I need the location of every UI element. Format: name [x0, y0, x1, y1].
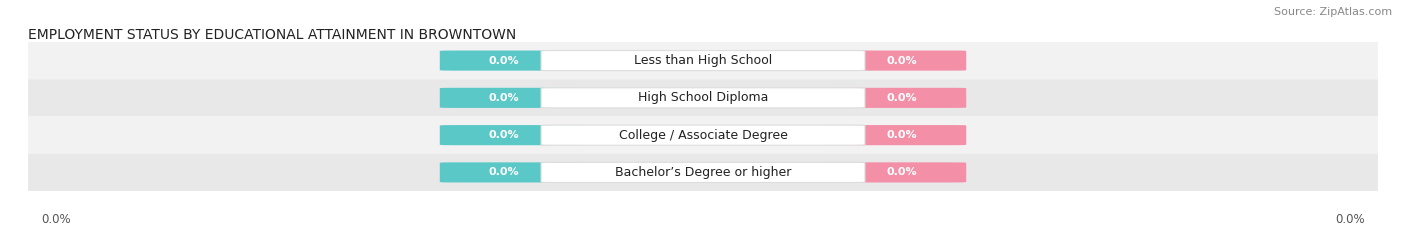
Text: EMPLOYMENT STATUS BY EDUCATIONAL ATTAINMENT IN BROWNTOWN: EMPLOYMENT STATUS BY EDUCATIONAL ATTAINM…: [28, 28, 516, 42]
Text: 0.0%: 0.0%: [489, 56, 519, 65]
FancyBboxPatch shape: [440, 51, 582, 71]
Text: Less than High School: Less than High School: [634, 54, 772, 67]
FancyBboxPatch shape: [440, 125, 582, 145]
Text: 0.0%: 0.0%: [887, 56, 917, 65]
Text: 0.0%: 0.0%: [887, 93, 917, 103]
FancyBboxPatch shape: [541, 125, 865, 145]
Text: 0.0%: 0.0%: [42, 213, 72, 226]
Text: 0.0%: 0.0%: [489, 130, 519, 140]
Text: 0.0%: 0.0%: [489, 168, 519, 177]
FancyBboxPatch shape: [541, 88, 865, 108]
Text: Bachelor’s Degree or higher: Bachelor’s Degree or higher: [614, 166, 792, 179]
Text: 0.0%: 0.0%: [489, 93, 519, 103]
FancyBboxPatch shape: [824, 88, 966, 108]
Text: 0.0%: 0.0%: [887, 168, 917, 177]
FancyBboxPatch shape: [824, 162, 966, 182]
FancyBboxPatch shape: [28, 154, 1378, 191]
FancyBboxPatch shape: [440, 162, 582, 182]
Text: Source: ZipAtlas.com: Source: ZipAtlas.com: [1274, 7, 1392, 17]
FancyBboxPatch shape: [824, 125, 966, 145]
FancyBboxPatch shape: [541, 162, 865, 182]
FancyBboxPatch shape: [28, 116, 1378, 154]
FancyBboxPatch shape: [541, 51, 865, 71]
FancyBboxPatch shape: [824, 51, 966, 71]
FancyBboxPatch shape: [440, 88, 582, 108]
FancyBboxPatch shape: [28, 79, 1378, 116]
FancyBboxPatch shape: [28, 42, 1378, 79]
Text: 0.0%: 0.0%: [1334, 213, 1364, 226]
Text: High School Diploma: High School Diploma: [638, 91, 768, 104]
Text: 0.0%: 0.0%: [887, 130, 917, 140]
Text: College / Associate Degree: College / Associate Degree: [619, 129, 787, 142]
